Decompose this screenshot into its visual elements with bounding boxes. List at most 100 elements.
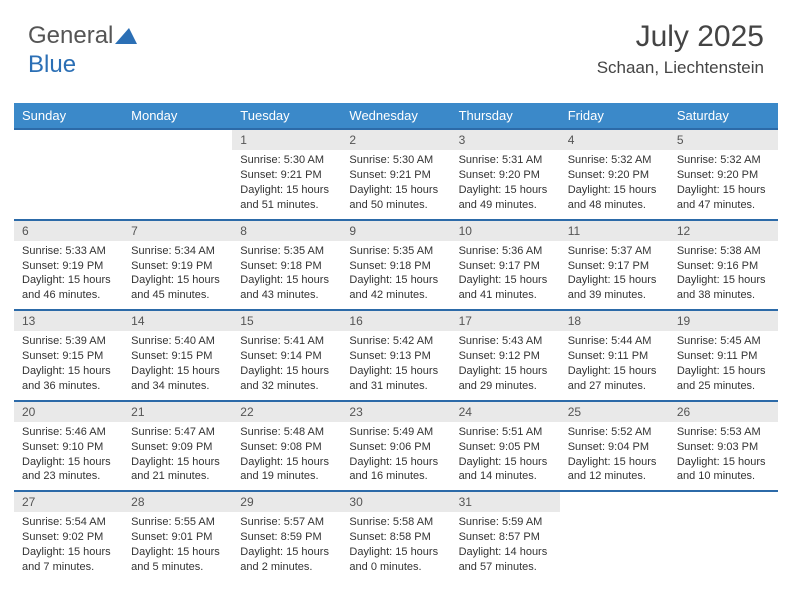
day-info-line: Sunrise: 5:42 AM	[349, 334, 442, 349]
day-info-line: Sunset: 9:04 PM	[568, 440, 661, 455]
day-info-line: Daylight: 15 hours and 0 minutes.	[349, 545, 442, 575]
day-info-line: Daylight: 15 hours and 48 minutes.	[568, 183, 661, 213]
day-info-line: Sunset: 9:16 PM	[677, 259, 770, 274]
day-content-row: Sunrise: 5:46 AMSunset: 9:10 PMDaylight:…	[14, 422, 778, 491]
day-info-line: Daylight: 15 hours and 7 minutes.	[22, 545, 115, 575]
day-number: 3	[451, 129, 560, 150]
day-info-line: Sunrise: 5:33 AM	[22, 244, 115, 259]
day-number	[560, 491, 669, 512]
day-number: 23	[341, 401, 450, 422]
day-number: 20	[14, 401, 123, 422]
day-info-line: Sunset: 9:08 PM	[240, 440, 333, 455]
weekday-header: Monday	[123, 103, 232, 129]
day-cell: Sunrise: 5:44 AMSunset: 9:11 PMDaylight:…	[560, 331, 669, 400]
weekday-header: Friday	[560, 103, 669, 129]
day-info-line: Sunrise: 5:32 AM	[677, 153, 770, 168]
day-info-line: Daylight: 15 hours and 51 minutes.	[240, 183, 333, 213]
day-number: 24	[451, 401, 560, 422]
day-info-line: Sunset: 9:20 PM	[459, 168, 552, 183]
day-number-row: 13141516171819	[14, 310, 778, 331]
day-cell: Sunrise: 5:59 AMSunset: 8:57 PMDaylight:…	[451, 512, 560, 580]
day-info-line: Daylight: 15 hours and 31 minutes.	[349, 364, 442, 394]
day-info-line: Sunset: 8:58 PM	[349, 530, 442, 545]
day-info-line: Daylight: 14 hours and 57 minutes.	[459, 545, 552, 575]
day-cell: Sunrise: 5:37 AMSunset: 9:17 PMDaylight:…	[560, 241, 669, 310]
day-info-line: Sunset: 9:12 PM	[459, 349, 552, 364]
day-info-line: Sunrise: 5:49 AM	[349, 425, 442, 440]
day-number: 4	[560, 129, 669, 150]
day-cell: Sunrise: 5:52 AMSunset: 9:04 PMDaylight:…	[560, 422, 669, 491]
day-info-line: Sunset: 9:18 PM	[349, 259, 442, 274]
day-info-line: Sunrise: 5:34 AM	[131, 244, 224, 259]
day-cell: Sunrise: 5:49 AMSunset: 9:06 PMDaylight:…	[341, 422, 450, 491]
day-info-line: Daylight: 15 hours and 21 minutes.	[131, 455, 224, 485]
logo-word1: General	[28, 22, 113, 49]
day-info-line: Sunrise: 5:35 AM	[240, 244, 333, 259]
day-info-line: Sunrise: 5:37 AM	[568, 244, 661, 259]
day-content-row: Sunrise: 5:54 AMSunset: 9:02 PMDaylight:…	[14, 512, 778, 580]
day-info-line: Sunrise: 5:41 AM	[240, 334, 333, 349]
day-info-line: Daylight: 15 hours and 23 minutes.	[22, 455, 115, 485]
day-info-line: Sunset: 9:11 PM	[677, 349, 770, 364]
day-cell: Sunrise: 5:42 AMSunset: 9:13 PMDaylight:…	[341, 331, 450, 400]
day-cell: Sunrise: 5:35 AMSunset: 9:18 PMDaylight:…	[341, 241, 450, 310]
day-cell: Sunrise: 5:47 AMSunset: 9:09 PMDaylight:…	[123, 422, 232, 491]
day-number: 9	[341, 220, 450, 241]
day-cell: Sunrise: 5:36 AMSunset: 9:17 PMDaylight:…	[451, 241, 560, 310]
day-cell: Sunrise: 5:57 AMSunset: 8:59 PMDaylight:…	[232, 512, 341, 580]
day-info-line: Sunset: 8:59 PM	[240, 530, 333, 545]
day-number: 31	[451, 491, 560, 512]
day-number: 6	[14, 220, 123, 241]
day-info-line: Daylight: 15 hours and 12 minutes.	[568, 455, 661, 485]
day-info-line: Sunset: 9:15 PM	[22, 349, 115, 364]
day-info-line: Sunrise: 5:32 AM	[568, 153, 661, 168]
day-number: 30	[341, 491, 450, 512]
logo-triangle-icon	[115, 23, 137, 51]
day-number: 10	[451, 220, 560, 241]
day-number-row: 20212223242526	[14, 401, 778, 422]
day-info-line: Daylight: 15 hours and 41 minutes.	[459, 273, 552, 303]
day-info-line: Sunrise: 5:44 AM	[568, 334, 661, 349]
day-info-line: Sunset: 9:21 PM	[349, 168, 442, 183]
day-cell: Sunrise: 5:51 AMSunset: 9:05 PMDaylight:…	[451, 422, 560, 491]
logo-word2: Blue	[28, 51, 76, 78]
day-info-line: Daylight: 15 hours and 5 minutes.	[131, 545, 224, 575]
day-info-line: Sunset: 9:02 PM	[22, 530, 115, 545]
day-info-line: Sunset: 9:06 PM	[349, 440, 442, 455]
day-number: 27	[14, 491, 123, 512]
day-cell: Sunrise: 5:35 AMSunset: 9:18 PMDaylight:…	[232, 241, 341, 310]
day-cell: Sunrise: 5:45 AMSunset: 9:11 PMDaylight:…	[669, 331, 778, 400]
day-info-line: Sunrise: 5:43 AM	[459, 334, 552, 349]
day-cell: Sunrise: 5:46 AMSunset: 9:10 PMDaylight:…	[14, 422, 123, 491]
day-cell: Sunrise: 5:38 AMSunset: 9:16 PMDaylight:…	[669, 241, 778, 310]
day-info-line: Sunset: 9:20 PM	[677, 168, 770, 183]
day-cell: Sunrise: 5:41 AMSunset: 9:14 PMDaylight:…	[232, 331, 341, 400]
weekday-header: Wednesday	[341, 103, 450, 129]
day-number: 13	[14, 310, 123, 331]
day-cell	[669, 512, 778, 580]
weekday-header: Saturday	[669, 103, 778, 129]
day-info-line: Daylight: 15 hours and 39 minutes.	[568, 273, 661, 303]
day-info-line: Daylight: 15 hours and 19 minutes.	[240, 455, 333, 485]
day-info-line: Daylight: 15 hours and 34 minutes.	[131, 364, 224, 394]
weekday-header: Tuesday	[232, 103, 341, 129]
day-info-line: Daylight: 15 hours and 2 minutes.	[240, 545, 333, 575]
day-info-line: Sunrise: 5:30 AM	[349, 153, 442, 168]
month-title: July 2025	[597, 20, 764, 54]
day-number: 15	[232, 310, 341, 331]
day-info-line: Daylight: 15 hours and 32 minutes.	[240, 364, 333, 394]
day-number: 5	[669, 129, 778, 150]
day-cell	[560, 512, 669, 580]
day-cell: Sunrise: 5:55 AMSunset: 9:01 PMDaylight:…	[123, 512, 232, 580]
day-number: 25	[560, 401, 669, 422]
day-info-line: Daylight: 15 hours and 16 minutes.	[349, 455, 442, 485]
day-info-line: Sunrise: 5:55 AM	[131, 515, 224, 530]
day-info-line: Sunrise: 5:38 AM	[677, 244, 770, 259]
day-content-row: Sunrise: 5:33 AMSunset: 9:19 PMDaylight:…	[14, 241, 778, 310]
day-info-line: Sunset: 9:20 PM	[568, 168, 661, 183]
day-number: 16	[341, 310, 450, 331]
day-info-line: Sunset: 9:13 PM	[349, 349, 442, 364]
day-number: 18	[560, 310, 669, 331]
location: Schaan, Liechtenstein	[597, 58, 764, 78]
day-info-line: Sunset: 9:18 PM	[240, 259, 333, 274]
